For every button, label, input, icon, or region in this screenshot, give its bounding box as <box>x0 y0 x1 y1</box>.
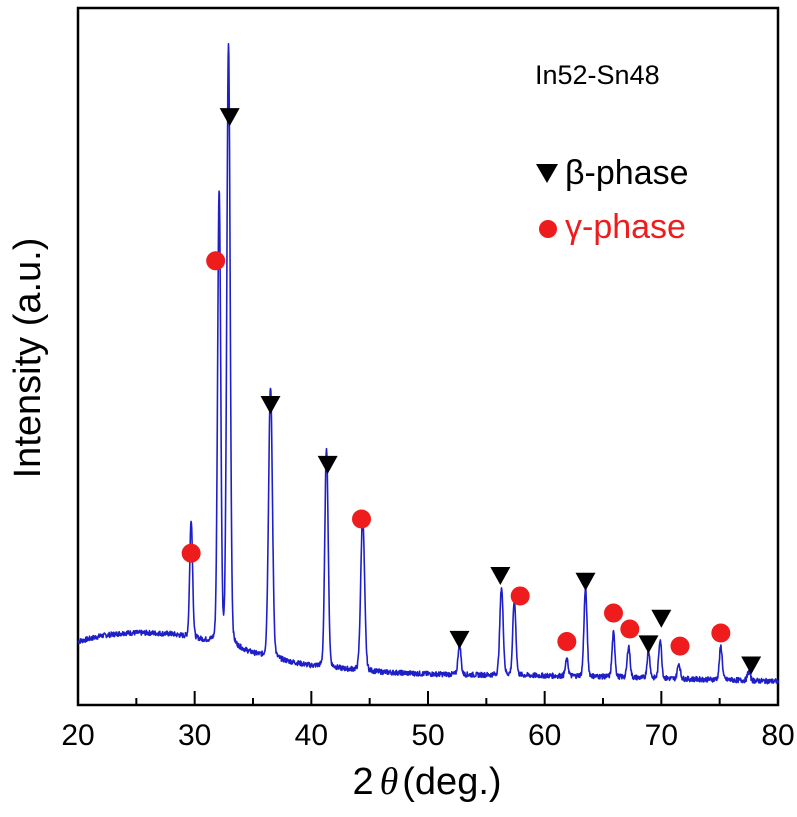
gamma-marker-6 <box>620 619 640 639</box>
x-tick-label-40: 40 <box>295 719 328 752</box>
beta-marker-6 <box>638 635 659 654</box>
beta-marker-5 <box>575 572 596 591</box>
x-tick-label-70: 70 <box>645 719 678 752</box>
legend-beta-label: β-phase <box>565 154 689 192</box>
x-tick-label-50: 50 <box>411 719 444 752</box>
gamma-phase-markers <box>181 251 731 656</box>
beta-marker-1 <box>260 396 281 414</box>
x-tick-label-60: 60 <box>528 719 561 752</box>
beta-marker-8 <box>741 656 762 675</box>
beta-marker-3 <box>449 630 470 649</box>
x-tick-label-80: 80 <box>761 719 794 752</box>
legend-gamma-label: γ-phase <box>565 208 686 246</box>
legend-beta-marker <box>536 164 558 183</box>
x-tick-label-30: 30 <box>178 719 211 752</box>
y-axis-title: Intensity (a.u.) <box>7 238 49 479</box>
beta-marker-0 <box>219 108 240 127</box>
beta-marker-7 <box>651 609 672 628</box>
beta-marker-4 <box>490 567 511 585</box>
gamma-marker-1 <box>206 251 226 271</box>
gamma-marker-0 <box>181 543 201 563</box>
beta-marker-2 <box>317 455 338 474</box>
legend-gamma-marker <box>539 220 557 238</box>
xrd-pattern-line <box>77 42 779 685</box>
x-axis-title-unit: (deg.) <box>402 761 501 803</box>
x-axis-title: 2 θ (deg.) <box>352 761 501 803</box>
x-tick-label-20: 20 <box>61 719 94 752</box>
gamma-marker-3 <box>510 586 530 606</box>
plot-frame <box>76 6 780 707</box>
sample-label: In52-Sn48 <box>535 60 660 90</box>
gamma-marker-5 <box>604 603 623 623</box>
beta-phase-markers <box>219 108 762 675</box>
gamma-marker-4 <box>557 632 577 652</box>
gamma-marker-7 <box>670 636 690 656</box>
legend: β-phase γ-phase <box>536 154 689 246</box>
x-axis-title-prefix: 2 <box>352 761 373 803</box>
x-axis-tick-labels: 20 30 40 50 60 70 80 <box>61 719 794 752</box>
x-axis-title-theta: θ <box>380 761 399 803</box>
x-axis-ticks <box>77 691 779 705</box>
gamma-marker-2 <box>352 509 371 529</box>
gamma-marker-8 <box>711 623 731 643</box>
